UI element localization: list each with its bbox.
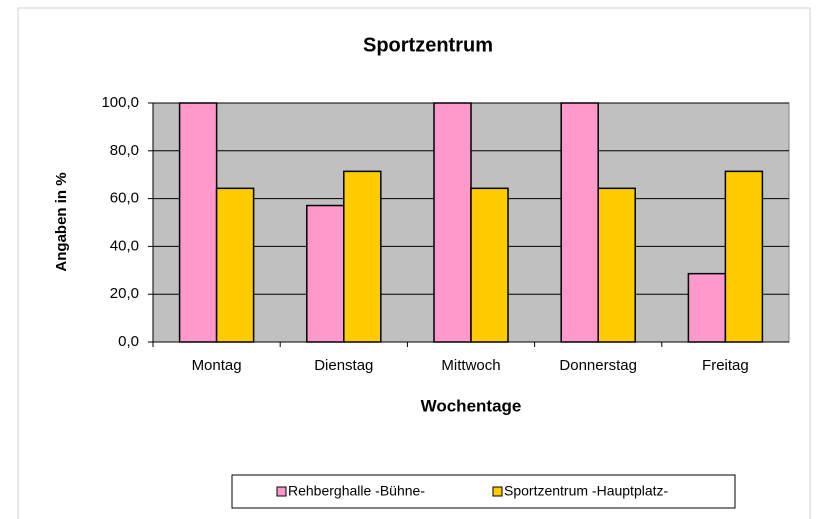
x-axis-title: Wochentage xyxy=(421,396,522,415)
legend-box xyxy=(231,474,736,509)
legend-swatch xyxy=(276,486,287,497)
y-tick-label: 100,0 xyxy=(101,94,139,111)
x-tick-label: Mittwoch xyxy=(441,357,500,374)
bar xyxy=(433,102,472,343)
x-tick-label: Dienstag xyxy=(314,357,373,374)
chart-title: Sportzentrum xyxy=(363,34,493,56)
bar xyxy=(306,204,345,343)
bar xyxy=(215,187,255,343)
y-tick-label: 0,0 xyxy=(118,333,139,350)
y-tick-label: 40,0 xyxy=(110,237,139,254)
bar xyxy=(687,272,727,343)
legend-label: Sportzentrum -Hauptplatz- xyxy=(504,483,669,499)
x-tick-label: Donnerstag xyxy=(559,357,637,374)
bar xyxy=(178,102,218,343)
y-axis-title: Angaben in % xyxy=(53,172,70,271)
bar xyxy=(343,170,382,343)
y-tick-label: 60,0 xyxy=(110,190,139,207)
bar xyxy=(560,102,599,343)
y-tick-label: 20,0 xyxy=(110,285,139,302)
legend-swatch xyxy=(492,486,503,497)
y-tick-label: 80,0 xyxy=(110,142,139,159)
x-tick-label: Montag xyxy=(192,357,242,374)
bar xyxy=(597,187,636,343)
x-tick-label: Freitag xyxy=(702,357,749,374)
bar xyxy=(724,170,764,343)
bar xyxy=(470,187,509,343)
legend-label: Rehberghalle -Bühne- xyxy=(288,483,425,499)
